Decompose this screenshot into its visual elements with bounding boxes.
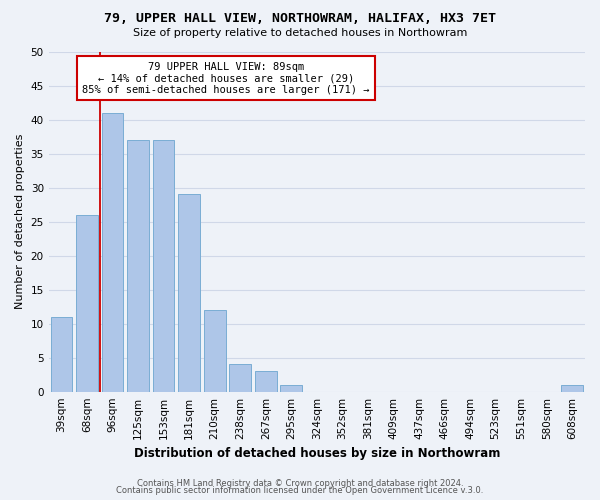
Bar (127, 140, 149, 392)
Text: 79, UPPER HALL VIEW, NORTHOWRAM, HALIFAX, HX3 7ET: 79, UPPER HALL VIEW, NORTHOWRAM, HALIFAX… (104, 12, 496, 26)
Bar (153, 140, 175, 392)
Bar (255, 372, 277, 392)
Y-axis label: Number of detached properties: Number of detached properties (15, 134, 25, 310)
Text: Contains HM Land Registry data © Crown copyright and database right 2024.: Contains HM Land Registry data © Crown c… (137, 478, 463, 488)
Text: Contains public sector information licensed under the Open Government Licence v.: Contains public sector information licen… (116, 486, 484, 495)
Bar (204, 310, 226, 392)
Bar (280, 385, 302, 392)
X-axis label: Distribution of detached houses by size in Northowram: Distribution of detached houses by size … (134, 447, 500, 460)
Bar (101, 112, 124, 392)
Bar (178, 194, 200, 392)
Bar (562, 385, 583, 392)
Text: Size of property relative to detached houses in Northowram: Size of property relative to detached ho… (133, 28, 467, 38)
Bar (76, 215, 98, 392)
Bar (229, 364, 251, 392)
Text: 79 UPPER HALL VIEW: 89sqm
← 14% of detached houses are smaller (29)
85% of semi-: 79 UPPER HALL VIEW: 89sqm ← 14% of detac… (82, 62, 370, 95)
Bar (50, 317, 72, 392)
